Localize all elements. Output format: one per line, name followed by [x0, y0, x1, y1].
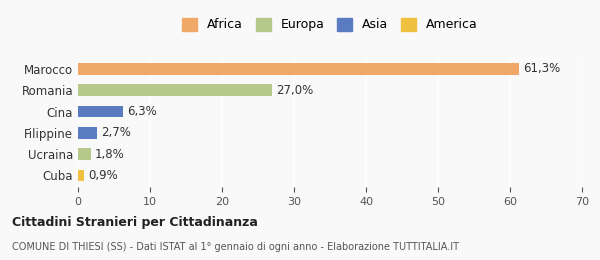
Text: 27,0%: 27,0% — [276, 84, 313, 97]
Text: 1,8%: 1,8% — [95, 148, 124, 161]
Bar — [78, 148, 91, 160]
Bar — [78, 84, 272, 96]
Bar — [78, 127, 97, 139]
Bar — [78, 170, 85, 181]
Text: 0,9%: 0,9% — [88, 169, 118, 182]
Bar — [78, 106, 124, 118]
Text: COMUNE DI THIESI (SS) - Dati ISTAT al 1° gennaio di ogni anno - Elaborazione TUT: COMUNE DI THIESI (SS) - Dati ISTAT al 1°… — [12, 242, 459, 252]
Text: 61,3%: 61,3% — [523, 62, 560, 75]
Text: 2,7%: 2,7% — [101, 126, 131, 139]
Text: Cittadini Stranieri per Cittadinanza: Cittadini Stranieri per Cittadinanza — [12, 216, 258, 229]
Text: 6,3%: 6,3% — [127, 105, 157, 118]
Legend: Africa, Europa, Asia, America: Africa, Europa, Asia, America — [179, 14, 481, 35]
Bar — [78, 63, 520, 75]
